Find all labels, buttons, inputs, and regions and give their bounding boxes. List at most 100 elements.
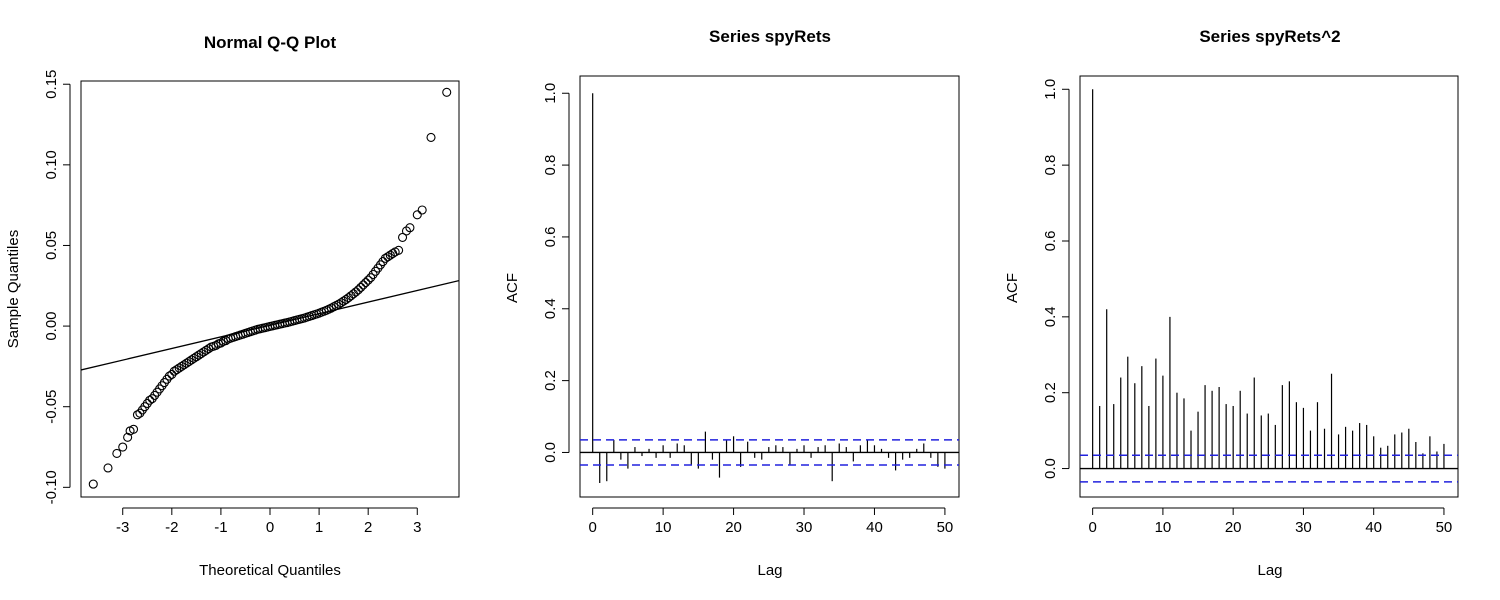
qq-point	[169, 366, 179, 376]
qq-point	[221, 336, 231, 346]
acf-spyrets-sq-x-tick-label: 20	[1225, 519, 1242, 536]
qq-x-tick-label: -2	[165, 519, 178, 536]
qq-point	[334, 299, 344, 309]
qq-point	[326, 303, 336, 313]
acf-spyrets-x-axis-label: Lag	[757, 562, 782, 579]
qq-x-tick-label: -3	[116, 519, 129, 536]
acf-spyrets-sq-x-axis: 0 10 20 30 40 50	[1088, 507, 1453, 536]
qq-point	[201, 345, 211, 355]
qq-point	[331, 300, 341, 310]
acf-spyrets-sq-title: Series spyRets^2	[1199, 27, 1340, 46]
qq-point	[196, 348, 206, 359]
acf-spyrets-x-axis: 0 10 20 30 40 50	[589, 507, 954, 536]
qq-point	[123, 432, 133, 442]
qq-point	[356, 282, 366, 292]
qq-points-layer	[88, 87, 452, 489]
qq-y-tick-label: 0.10	[43, 150, 60, 179]
qq-point	[199, 347, 209, 357]
qq-point	[186, 355, 197, 365]
acf-spyrets-panel: Series spyRets 0 10 20 30 40 50 0.00.20.40.60…	[504, 27, 960, 579]
qq-point	[118, 442, 128, 452]
qq-x-tick-label: -1	[214, 519, 227, 536]
acf-spyrets-x-tick-label: 30	[796, 519, 813, 536]
qq-point	[164, 371, 174, 381]
acf-spyrets-sq-y-tick-label: 0.0	[1042, 458, 1059, 479]
qq-point	[145, 395, 155, 405]
qq-point	[194, 350, 204, 360]
acf-spyrets-sq-x-tick-label: 40	[1365, 519, 1382, 536]
qq-point	[442, 87, 452, 97]
qq-y-tick-label: -0.05	[43, 390, 60, 424]
qq-y-tick-label: 0.00	[43, 311, 60, 340]
qq-plot-panel: Normal Q-Q Plot -3 -2 -1 0 1 2 3 -0.10 -0.05 0.0…	[5, 33, 460, 579]
qq-plot-frame	[80, 80, 460, 498]
acf-spyrets-sq-x-axis-label: Lag	[1257, 562, 1282, 579]
qq-reference-line-layer	[81, 279, 459, 371]
qq-y-tick-label: 0.05	[43, 231, 60, 260]
acf-spyrets-y-tick-label: 0.0	[542, 442, 559, 463]
qq-reference-line	[81, 279, 459, 371]
qq-x-tick-label: 1	[315, 519, 323, 536]
qq-point	[184, 357, 194, 367]
acf-spyrets-sq-x-tick-label: 10	[1155, 519, 1172, 536]
acf-spyrets-sq-y-tick-label: 0.6	[1042, 231, 1059, 252]
acf-spyrets-x-tick-label: 20	[725, 519, 742, 536]
qq-x-tick-label: 3	[413, 519, 421, 536]
qq-point	[385, 250, 395, 260]
acf-spyrets-sq-bars	[1080, 89, 1458, 483]
acf-spyrets-sq-x-tick-label: 50	[1436, 519, 1453, 536]
qq-point	[412, 210, 422, 220]
qq-point	[177, 361, 187, 371]
qq-point	[363, 275, 373, 285]
qq-point	[351, 287, 361, 297]
qq-x-tick-label: 0	[266, 519, 274, 536]
qq-y-axis-label: Sample Quantiles	[5, 230, 22, 348]
qq-point	[103, 463, 113, 473]
acf-spyrets-sq-frame	[1079, 75, 1459, 498]
acf-spyrets-y-tick-label: 0.6	[542, 226, 559, 247]
qq-x-tick-label: 2	[364, 519, 372, 536]
acf-spyrets-bars	[580, 93, 959, 483]
qq-point	[211, 340, 221, 350]
qq-point	[112, 448, 122, 459]
qq-point	[397, 232, 408, 242]
acf-spyrets-sq-y-axis-label: ACF	[1004, 273, 1021, 303]
qq-x-axis-label: Theoretical Quantiles	[199, 562, 341, 579]
qq-point	[336, 298, 346, 308]
qq-plot-title: Normal Q-Q Plot	[204, 33, 337, 52]
qq-y-tick-label: 0.15	[43, 70, 60, 99]
qq-x-axis: -3 -2 -1 0 1 2 3	[116, 507, 421, 536]
acf-spyrets-y-axis-label: ACF	[504, 273, 521, 303]
qq-point	[394, 245, 404, 255]
qq-point	[172, 365, 182, 375]
acf-spyrets-x-tick-label: 40	[866, 519, 883, 536]
qq-point	[191, 352, 201, 362]
qq-point	[353, 285, 363, 295]
acf-spyrets-y-tick-label: 1.0	[542, 83, 559, 104]
qq-point	[417, 205, 427, 215]
acf-spyrets-sq-x-tick-label: 0	[1088, 519, 1096, 536]
acf-spyrets-y-axis: 0.0 0.2 0.4 0.6 0.8 1.0	[542, 83, 570, 463]
acf-spyrets-frame	[579, 75, 960, 498]
qq-point	[132, 410, 143, 420]
qq-point	[216, 338, 226, 348]
acf-spyrets-y-tick-label: 0.8	[542, 155, 559, 176]
acf-spyrets-x-tick-label: 50	[937, 519, 954, 536]
qq-point	[128, 424, 139, 434]
qq-point	[204, 344, 214, 354]
acf-spyrets-title: Series spyRets	[709, 27, 831, 46]
qq-point	[181, 358, 192, 368]
acf-spyrets-sq-y-tick-label: 0.8	[1042, 155, 1059, 176]
acf-spyrets-x-tick-label: 0	[589, 519, 597, 536]
acf-spyrets-y-tick-label: 0.4	[542, 298, 559, 319]
qq-point	[329, 302, 339, 312]
qq-point	[383, 252, 393, 262]
qq-point	[380, 253, 390, 263]
qq-point	[174, 363, 184, 373]
acf-spyrets-sq-panel: Series spyRets^2 0 10 20 30 40 50 0.00.20.40.…	[1004, 27, 1459, 579]
qq-point	[361, 278, 371, 288]
qq-y-tick-label: -0.10	[43, 470, 60, 504]
acf-spyrets-sq-y-tick-label: 1.0	[1042, 79, 1059, 100]
acf-spyrets-y-tick-label: 0.2	[542, 370, 559, 391]
